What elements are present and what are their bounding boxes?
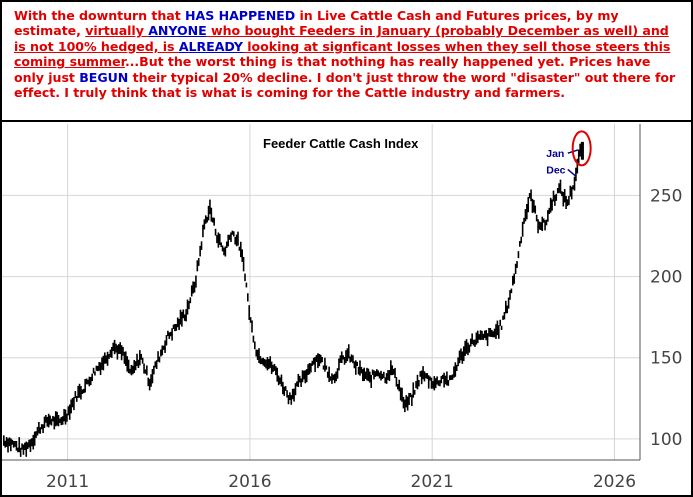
- note-segment: With the downturn that: [14, 8, 186, 23]
- chart-title: Feeder Cattle Cash Index: [263, 136, 419, 151]
- note-segment: their typical 20% decline. I don't just …: [14, 69, 676, 101]
- price-series: [3, 141, 584, 457]
- note-segment: virtually: [85, 23, 149, 39]
- y-tick-label: 150: [650, 349, 682, 369]
- annotation-label: Jan: [546, 148, 564, 160]
- note-segment: ALREADY: [178, 38, 243, 54]
- chart: 100 150 200 250 2011 2016 2021 2026 Feeder Catt…: [2, 124, 691, 495]
- annotation-label: Dec: [546, 164, 565, 176]
- note-segment: BEGUN: [79, 69, 129, 85]
- chart-grid: [2, 124, 640, 460]
- chart-annotations: Jan Dec: [546, 130, 592, 177]
- commentary-note: With the downturn that HAS HAPPENED in L…: [2, 2, 691, 122]
- dec-leader-line: [567, 168, 576, 177]
- x-tick-label: 2016: [228, 472, 271, 492]
- y-tick-label: 200: [650, 268, 682, 288]
- note-segment: HAS HAPPENED: [185, 8, 296, 23]
- x-tick-label: 2021: [411, 472, 454, 492]
- note-segment: looking at signficant losses when they s…: [14, 38, 671, 70]
- chart-axes: 100 150 200 250 2011 2016 2021 2026: [2, 124, 682, 492]
- chart-svg: 100 150 200 250 2011 2016 2021 2026 Feeder Catt…: [2, 124, 682, 492]
- note-segment: ...But the worst thing is that nothing h…: [14, 54, 651, 85]
- note-segment: ANYONE: [148, 23, 207, 39]
- x-tick-label: 2011: [46, 472, 89, 492]
- note-segment: in Live Cattle Cash and Futures prices, …: [14, 8, 619, 39]
- y-tick-label: 250: [650, 186, 682, 206]
- y-tick-label: 100: [650, 430, 682, 450]
- peak-highlight-circle: [571, 130, 592, 167]
- x-tick-label: 2026: [593, 472, 636, 492]
- note-segment: who bought Feeders in January (probably …: [14, 23, 669, 54]
